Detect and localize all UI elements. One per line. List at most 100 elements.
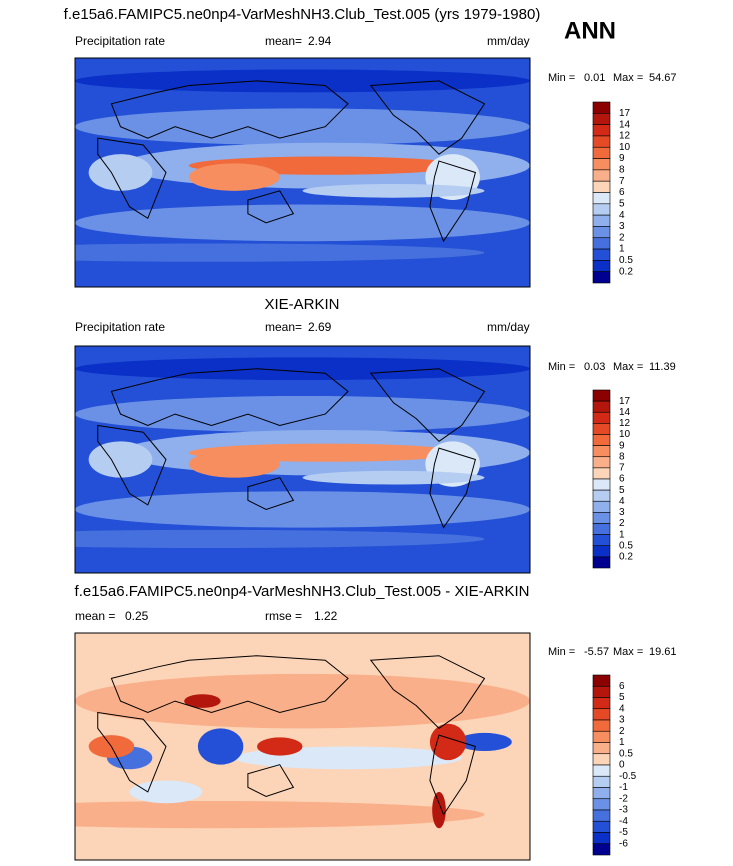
max-label: Max = [613,646,643,658]
coastline [247,190,295,224]
precip-region [75,395,530,433]
max-value: 11.39 [649,361,676,373]
units-label: mm/day [487,320,530,334]
colorbar-box [592,500,611,513]
colorbar-label: 0.2 [619,266,633,277]
colorbar-label: 7 [619,463,625,474]
colorbar-label: 9 [619,153,625,164]
colorbar-box [592,489,611,502]
colorbar-label: 1 [619,244,625,255]
colorbar-label: 3 [619,221,625,232]
colorbar-label: 4 [619,703,625,714]
colorbar-box [592,467,611,480]
precip-region [75,243,485,262]
rmse-value: 1.22 [314,609,338,623]
colorbar-box [592,113,611,125]
colorbar-label: 1 [619,529,625,540]
colorbar-box [592,260,611,272]
panel-title: f.e15a6.FAMIPC5.ne0np4-VarMeshNH3.Club_T… [64,6,541,23]
max-label: Max = [613,72,643,84]
colorbar-label: 0.5 [619,255,633,266]
mean-label: mean = [75,609,115,623]
colorbar-label: -4 [619,816,628,827]
map [74,632,531,861]
colorbar-box [592,820,611,833]
colorbar-label: 10 [619,142,631,153]
colorbar-box [592,101,611,114]
coastline [369,80,486,155]
min-label: Min = [548,646,575,658]
season-label: ANN [564,17,616,44]
map-field [75,346,530,573]
colorbar-box [592,400,611,413]
colorbar-box [592,271,611,284]
mean-value: 2.94 [308,34,332,48]
min-label: Min = [548,361,575,373]
colorbar-label: -0.5 [619,771,637,782]
panel-title: XIE-ARKIN [264,296,339,313]
coastline [110,655,349,713]
max-value: 54.67 [649,72,677,84]
precip-region [129,780,203,804]
colorbar-box [592,180,611,193]
field-label: Precipitation rate [75,320,165,334]
colorbar-label: 10 [619,429,631,440]
precip-region [88,441,153,478]
colorbar-label: 0.5 [619,748,633,759]
map-field [75,633,530,860]
colorbar-label: 14 [619,119,631,130]
precip-region [75,800,485,829]
colorbar-label: 9 [619,440,625,451]
precip-region [457,732,512,752]
map-field [75,58,530,287]
colorbar-box [592,423,611,435]
precip-region [75,357,530,381]
map-frame [74,632,531,861]
colorbar-box [592,556,611,569]
precip-region [257,737,303,756]
units-label: mm/day [487,34,530,48]
colorbar-box [592,708,611,721]
colorbar-box [592,775,611,788]
field-label: Precipitation rate [75,34,165,48]
colorbar-box [592,434,611,446]
rmse-label: rmse = [265,609,302,623]
colorbar-label: 1 [619,737,625,748]
colorbar-box [592,764,611,777]
colorbar-box [592,674,611,687]
precip-region [75,491,530,528]
colorbar-label: -5 [619,827,628,838]
coastline [97,424,167,506]
colorbar-box [592,512,611,524]
precip-region [188,163,280,191]
colorbar-box [592,719,611,732]
colorbar-label: 6 [619,681,625,692]
coastline [429,734,477,816]
colorbar-label: 0.2 [619,552,633,563]
colorbar-label: 5 [619,692,625,703]
colorbar-box [592,237,611,250]
precip-region [188,450,280,478]
colorbar-label: 8 [619,165,625,176]
min-value: 0.03 [584,361,605,373]
precip-region [75,529,485,549]
min-label: Min = [548,72,575,84]
colorbar-box [592,787,611,800]
mean-value: 2.69 [308,320,332,334]
colorbar-box [592,753,611,766]
colorbar-box [592,158,611,171]
colorbar-label: 14 [619,407,631,418]
colorbar-label: -2 [619,793,628,804]
colorbar-label: 4 [619,496,625,507]
panel-title: f.e15a6.FAMIPC5.ne0np4-VarMeshNH3.Club_T… [75,583,530,600]
colorbar-box [592,478,611,491]
colorbar-label: 0.5 [619,540,633,551]
colorbar-box [592,203,611,216]
precip-region [432,791,446,829]
colorbar-label: 17 [619,396,631,407]
min-value: -5.57 [584,646,609,658]
colorbar-box [592,809,611,822]
coastline [247,477,295,510]
